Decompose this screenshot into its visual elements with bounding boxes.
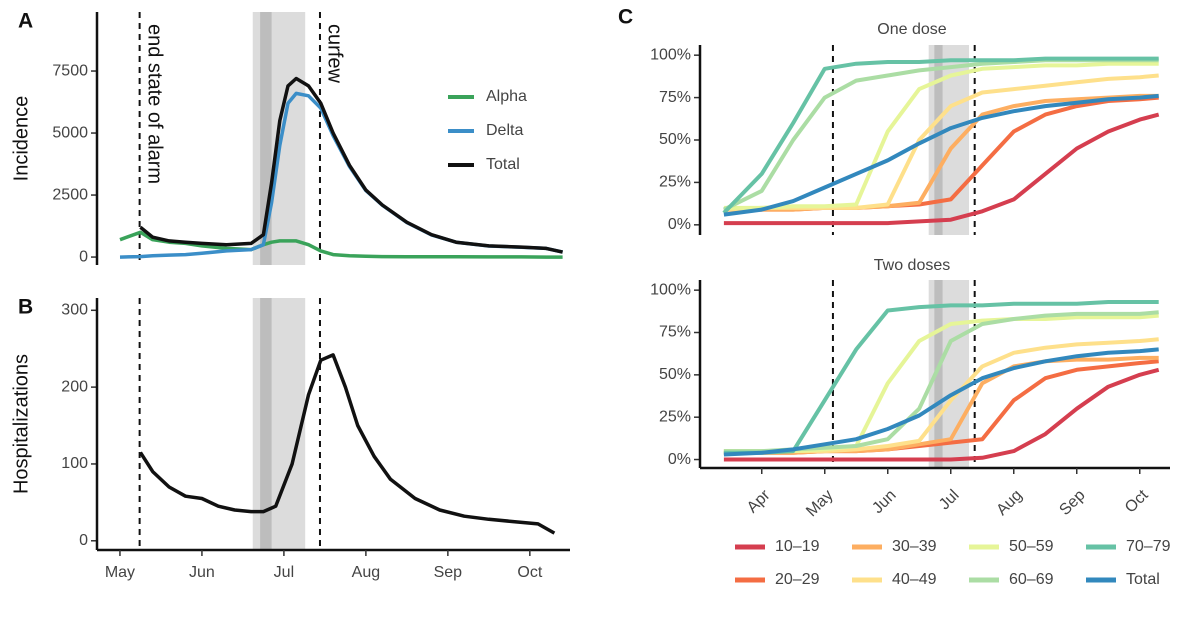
- y-tick-label: 100: [61, 455, 88, 472]
- x-tick-label: Sep: [434, 564, 463, 581]
- y-tick-label: 25%: [659, 408, 691, 425]
- y-axis-title: Hospitalizations: [10, 354, 32, 494]
- x-tick-label: May: [803, 487, 836, 520]
- x-tick-label: Aug: [993, 487, 1025, 519]
- legend-label: 70–79: [1126, 538, 1171, 555]
- series-line: [119, 91, 563, 259]
- panel-label: B: [18, 296, 33, 319]
- annotation: curfew: [324, 24, 346, 83]
- legend-label: 10–19: [775, 538, 820, 555]
- shade-dark: [934, 45, 943, 235]
- y-tick-label: 0%: [668, 451, 691, 468]
- legend-label: 50–59: [1009, 538, 1054, 555]
- series-line: [723, 367, 1160, 462]
- y-tick-label: 75%: [659, 324, 691, 341]
- y-tick-label: 50%: [659, 131, 691, 148]
- legend-label: 20–29: [775, 571, 820, 588]
- y-tick-label: 50%: [659, 366, 691, 383]
- panel-title: One dose: [877, 21, 946, 38]
- y-tick-label: 0: [79, 532, 88, 549]
- y-tick-label: 5000: [52, 124, 88, 141]
- x-tick-label: Oct: [517, 564, 542, 581]
- x-tick-label: Jun: [189, 564, 215, 581]
- series-line: [722, 56, 1159, 215]
- y-tick-label: 100%: [650, 281, 691, 298]
- y-tick-label: 200: [61, 378, 88, 395]
- series-line: [139, 76, 563, 254]
- shade-dark: [934, 280, 943, 468]
- x-tick-label: Oct: [1122, 486, 1152, 516]
- legend-label: Total: [1126, 571, 1160, 588]
- y-axis-title: Incidence: [10, 96, 32, 182]
- series-line: [723, 93, 1159, 217]
- series-line: [723, 347, 1159, 457]
- series-line: [723, 61, 1159, 210]
- x-tick-label: Jun: [869, 487, 899, 517]
- x-tick-label: Aug: [352, 564, 380, 581]
- legend-label: Alpha: [486, 88, 527, 105]
- shade-dark: [260, 12, 272, 265]
- shade-dark: [260, 298, 272, 550]
- annotation: end state of alarm: [143, 24, 165, 184]
- series-line: [723, 300, 1159, 455]
- x-tick-label: May: [105, 564, 135, 581]
- panel-label: C: [618, 6, 633, 29]
- y-tick-label: 0%: [668, 216, 691, 233]
- y-tick-label: 100%: [650, 46, 691, 63]
- y-tick-label: 25%: [659, 174, 691, 191]
- y-tick-label: 0: [79, 248, 88, 265]
- x-tick-label: Apr: [744, 486, 774, 516]
- legend-label: 40–49: [892, 571, 937, 588]
- series-line: [723, 112, 1160, 226]
- y-tick-label: 75%: [659, 89, 691, 106]
- x-tick-label: Jul: [936, 487, 962, 513]
- legend-label: Total: [486, 156, 520, 173]
- y-tick-label: 7500: [52, 62, 88, 79]
- legend-label: Delta: [486, 122, 523, 139]
- panel-title: Two doses: [874, 257, 950, 274]
- x-tick-label: Sep: [1056, 487, 1088, 519]
- legend-label: 30–39: [892, 538, 937, 555]
- x-tick-label: Jul: [274, 564, 294, 581]
- legend-label: 60–69: [1009, 571, 1054, 588]
- series-line: [138, 353, 556, 535]
- y-tick-label: 2500: [52, 186, 88, 203]
- panel-label: A: [18, 10, 33, 33]
- y-tick-label: 300: [61, 302, 88, 319]
